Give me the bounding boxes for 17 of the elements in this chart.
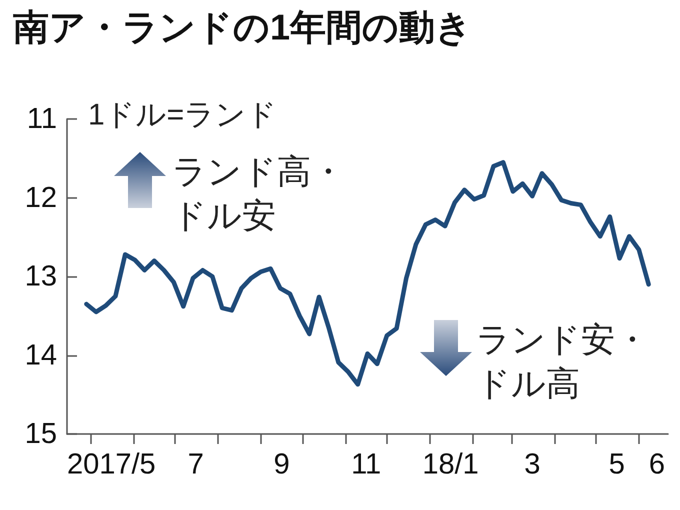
x-tick-label: 2017/5 [66, 448, 156, 480]
y-tick-label: 11 [26, 103, 57, 135]
y-tick-label: 14 [24, 339, 57, 372]
x-tick-label: 18/1 [422, 448, 479, 480]
x-tick-label: 5 [608, 448, 625, 480]
x-tick-label: 11 [351, 448, 382, 480]
chart-title: 南ア・ランドの1年間の動き [13, 6, 472, 48]
x-tick-label: 3 [524, 448, 540, 480]
y-tick-label: 15 [24, 418, 57, 450]
x-tick-label: 6 [648, 448, 665, 480]
y-tick-label: 13 [24, 260, 57, 292]
y-tick-label: 12 [24, 182, 57, 214]
annotation: ランド安・ドル高 [476, 321, 649, 403]
x-tick-label: 7 [188, 448, 204, 480]
annotation: ランド高・ドル安 [172, 153, 345, 235]
x-tick-label: 9 [274, 448, 290, 480]
y-axis-title: 1ドル=ランド [88, 98, 278, 132]
